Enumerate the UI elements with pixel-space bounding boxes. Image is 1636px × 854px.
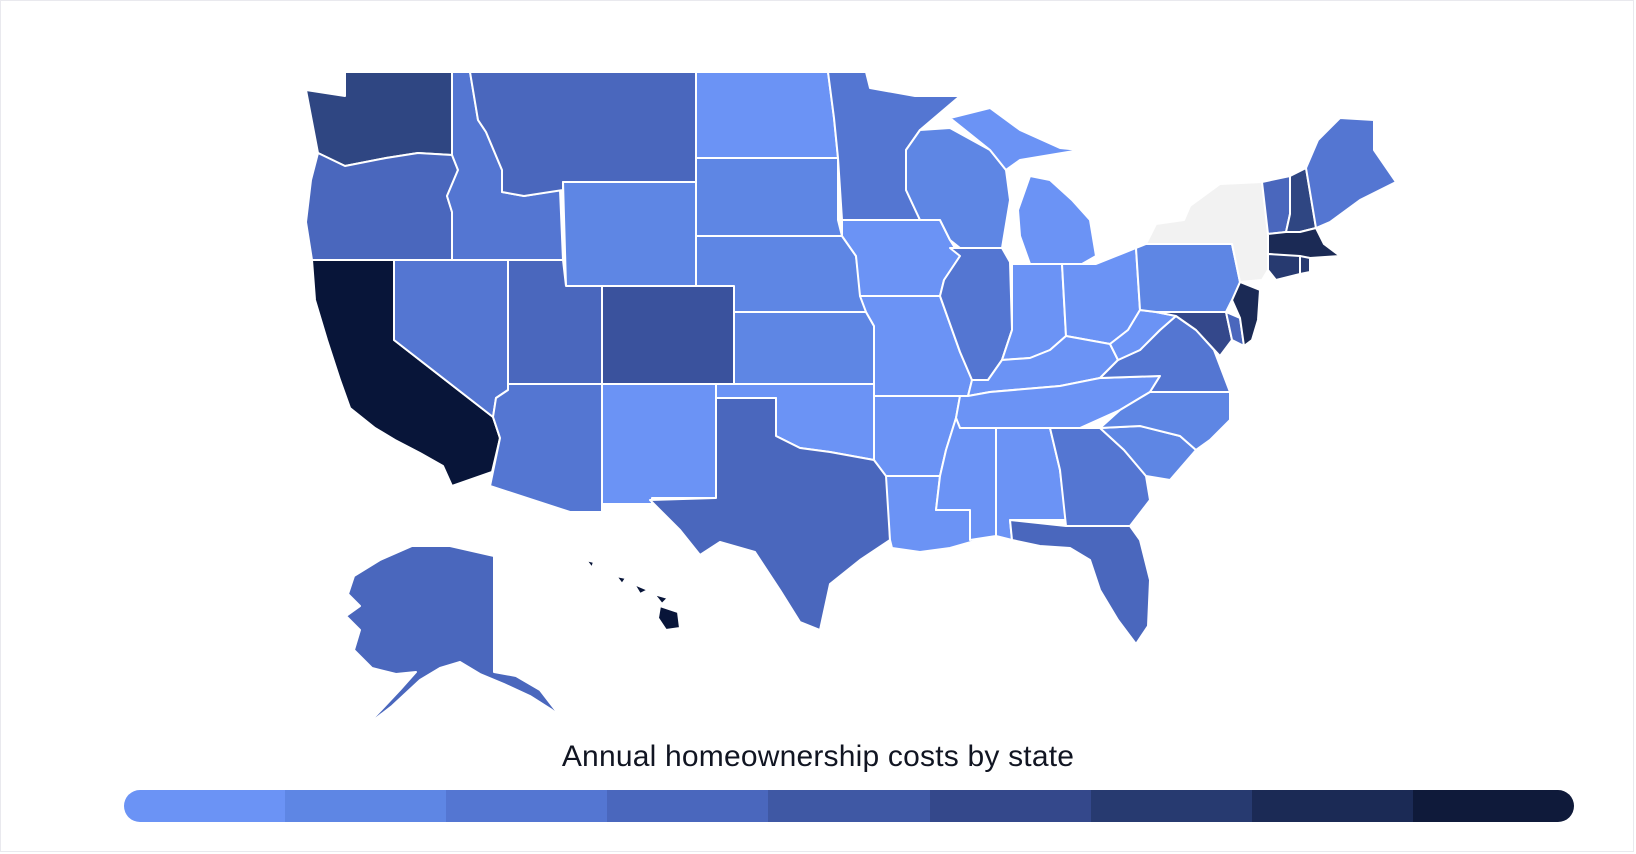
legend-color-scale bbox=[124, 790, 1574, 822]
state-vermont[interactable] bbox=[1261, 175, 1291, 235]
state-florida[interactable] bbox=[1009, 519, 1151, 645]
state-wyoming[interactable] bbox=[562, 181, 697, 287]
state-north-carolina[interactable] bbox=[1099, 391, 1231, 451]
legend-swatch-2 bbox=[285, 790, 447, 822]
state-rhode-island[interactable] bbox=[1299, 255, 1311, 275]
state-north-dakota[interactable] bbox=[695, 71, 839, 159]
state-michigan[interactable] bbox=[949, 107, 1097, 265]
state-colorado[interactable] bbox=[601, 285, 735, 385]
state-pennsylvania[interactable] bbox=[1135, 243, 1241, 313]
state-new-jersey[interactable] bbox=[1231, 281, 1261, 347]
state-washington[interactable] bbox=[305, 71, 453, 167]
legend-swatch-5 bbox=[768, 790, 930, 822]
state-connecticut[interactable] bbox=[1267, 253, 1301, 281]
legend-swatch-8 bbox=[1251, 790, 1413, 822]
state-texas[interactable] bbox=[649, 397, 891, 631]
legend-swatch-4 bbox=[607, 790, 769, 822]
legend-title: Annual homeownership costs by state bbox=[561, 740, 1075, 773]
state-kansas[interactable] bbox=[733, 311, 875, 385]
legend-swatch-9 bbox=[1412, 790, 1574, 822]
state-alaska[interactable] bbox=[345, 545, 561, 727]
state-oregon[interactable] bbox=[305, 152, 459, 261]
state-montana[interactable] bbox=[469, 71, 697, 197]
state-massachusetts[interactable] bbox=[1267, 227, 1341, 259]
state-arizona[interactable] bbox=[489, 383, 603, 513]
legend-swatch-1 bbox=[124, 790, 286, 822]
state-south-dakota[interactable] bbox=[695, 157, 843, 237]
state-maine[interactable] bbox=[1305, 117, 1397, 229]
state-new-mexico[interactable] bbox=[601, 383, 717, 505]
state-hawaii[interactable] bbox=[585, 559, 681, 631]
legend-swatch-6 bbox=[929, 790, 1091, 822]
legend-swatch-3 bbox=[446, 790, 608, 822]
legend-swatch-7 bbox=[1090, 790, 1252, 822]
